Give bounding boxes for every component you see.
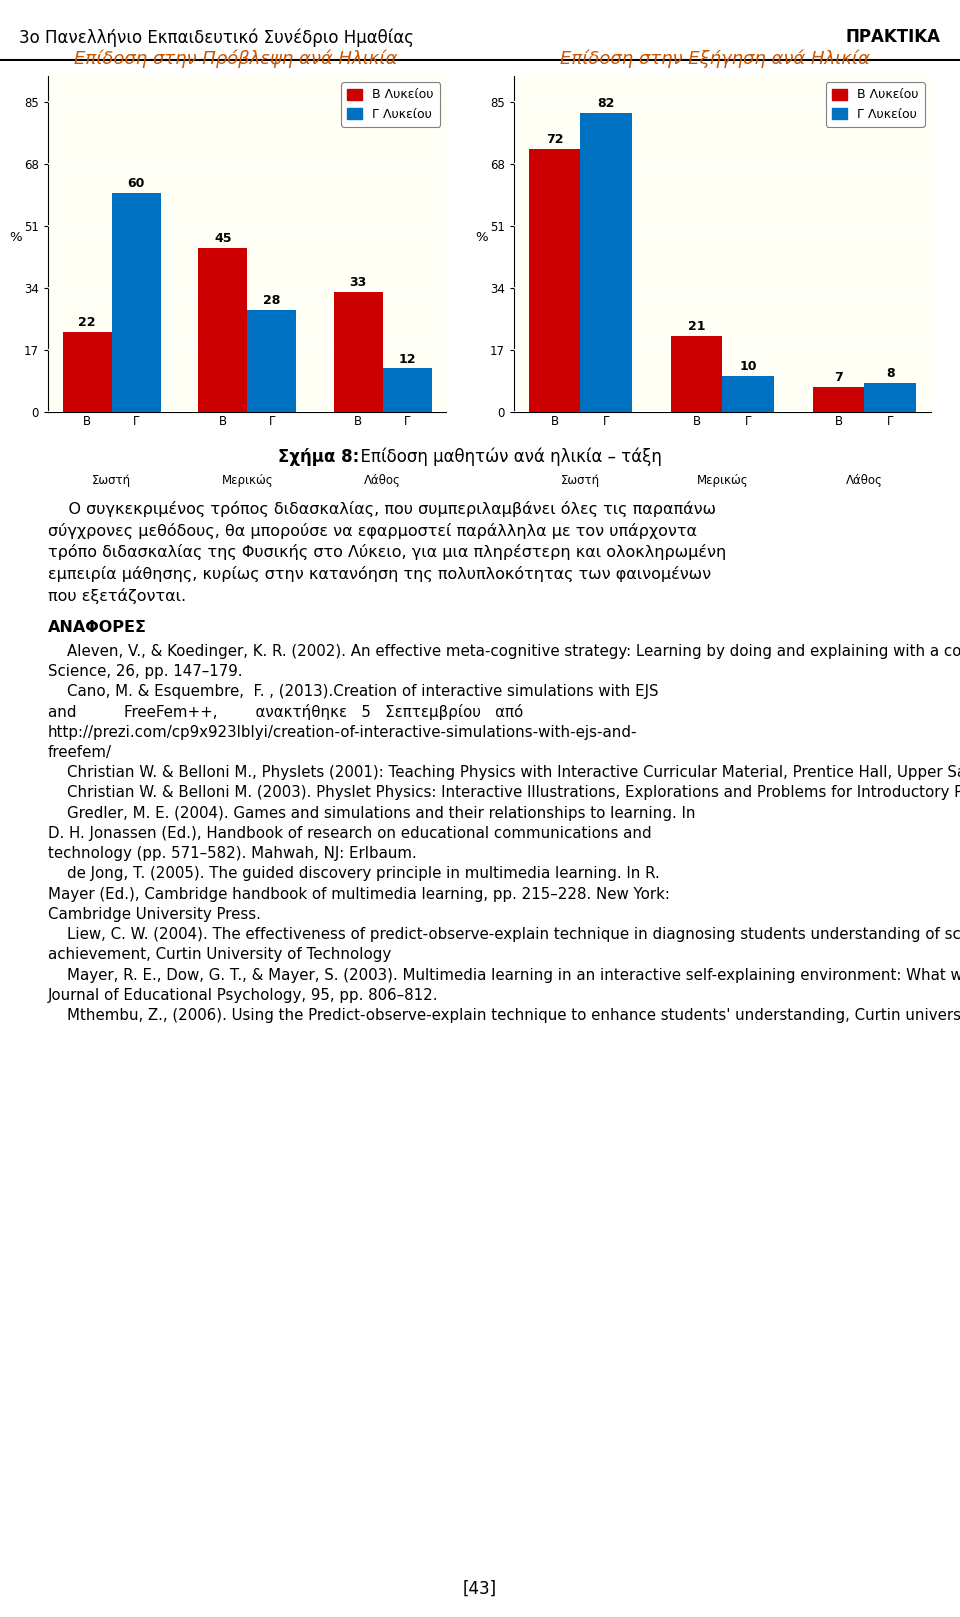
Text: Μερικώς: Μερικώς — [697, 474, 748, 487]
Text: http://prezi.com/cp9x923lblyi/creation-of-interactive-simulations-with-ejs-and-: http://prezi.com/cp9x923lblyi/creation-o… — [48, 724, 637, 739]
Text: Christian W. & Belloni M., Physlets (2001): Teaching Physics with Interactive Cu: Christian W. & Belloni M., Physlets (200… — [48, 765, 960, 779]
Text: Gredler, M. E. (2004). Games and simulations and their relationships to learning: Gredler, M. E. (2004). Games and simulat… — [48, 805, 695, 820]
Bar — [813, 386, 865, 412]
Text: 7: 7 — [834, 370, 843, 383]
Text: de Jong, T. (2005). The guided discovery principle in multimedia learning. In R.: de Jong, T. (2005). The guided discovery… — [48, 867, 660, 881]
Text: ΠΡΑΚΤΙΚΑ: ΠΡΑΚΤΙΚΑ — [846, 29, 941, 47]
Y-axis label: %: % — [10, 231, 22, 244]
Legend: Β Λυκείου, Γ Λυκείου: Β Λυκείου, Γ Λυκείου — [341, 82, 440, 128]
Bar — [671, 336, 722, 412]
Text: σύγχρονες μεθόδους, θα μπορούσε να εφαρμοστεί παράλληλα με τον υπάρχοντα: σύγχρονες μεθόδους, θα μπορούσε να εφαρμ… — [48, 522, 697, 538]
Text: 45: 45 — [214, 231, 231, 244]
Bar — [111, 192, 160, 412]
Text: Λάθος: Λάθος — [846, 474, 883, 487]
Text: Mayer (Ed.), Cambridge handbook of multimedia learning, pp. 215–228. New York:: Mayer (Ed.), Cambridge handbook of multi… — [48, 886, 670, 902]
Text: Liew, C. W. (2004). The effectiveness of predict-observe-explain technique in di: Liew, C. W. (2004). The effectiveness of… — [48, 927, 960, 943]
Text: Σχήμα 8:: Σχήμα 8: — [278, 448, 360, 466]
Bar — [248, 310, 296, 412]
Text: 72: 72 — [546, 133, 564, 146]
Text: 82: 82 — [597, 97, 614, 110]
Text: and          FreeFem++,        ανακτήθηκε   5   Σεπτεμβρίου   από: and FreeFem++, ανακτήθηκε 5 Σεπτεμβρίου … — [48, 705, 523, 720]
Text: ΑΝΑΦΟΡΕΣ: ΑΝΑΦΟΡΕΣ — [48, 619, 147, 635]
Text: Science, 26, pp. 147–179.: Science, 26, pp. 147–179. — [48, 665, 243, 679]
Text: 10: 10 — [739, 361, 756, 374]
Text: Σωστή: Σωστή — [561, 474, 600, 487]
Text: 22: 22 — [79, 315, 96, 328]
Text: achievement, Curtin University of Technology: achievement, Curtin University of Techno… — [48, 948, 392, 962]
Text: Cano, M. & Esquembre,  F. , (2013).Creation of interactive simulations with EJS: Cano, M. & Esquembre, F. , (2013).Creati… — [48, 684, 659, 699]
Text: Επίδοση στην Εξήγηση ανά Ηλικία: Επίδοση στην Εξήγηση ανά Ηλικία — [561, 50, 870, 68]
Text: 3o Πανελλήνιο Εκπαιδευτικό Συνέδριο Ημαθίας: 3o Πανελλήνιο Εκπαιδευτικό Συνέδριο Ημαθ… — [19, 27, 414, 47]
Text: 21: 21 — [688, 320, 706, 333]
Text: Επίδοση στην Πρόβλεψη ανά Ηλικία: Επίδοση στην Πρόβλεψη ανά Ηλικία — [74, 50, 396, 68]
Text: technology (pp. 571–582). Mahwah, NJ: Erlbaum.: technology (pp. 571–582). Mahwah, NJ: Er… — [48, 846, 417, 862]
Bar — [722, 375, 774, 412]
Text: Mthembu, Z., (2006). Using the Predict-observe-explain technique to enhance stud: Mthembu, Z., (2006). Using the Predict-o… — [48, 1007, 960, 1024]
Text: τρόπο διδασκαλίας της Φυσικής στο Λύκειο, για μια πληρέστερη και ολοκληρωμένη: τρόπο διδασκαλίας της Φυσικής στο Λύκειο… — [48, 545, 727, 561]
Text: 60: 60 — [128, 176, 145, 191]
Text: Μερικώς: Μερικώς — [222, 474, 273, 487]
Text: Επίδοση μαθητών ανά ηλικία – τάξη: Επίδοση μαθητών ανά ηλικία – τάξη — [350, 448, 662, 466]
Text: Ο συγκεκριμένος τρόπος διδασκαλίας, που συμπεριλαμβάνει όλες τις παραπάνω: Ο συγκεκριμένος τρόπος διδασκαλίας, που … — [48, 501, 716, 517]
Text: [43]: [43] — [463, 1580, 497, 1598]
Bar — [383, 369, 432, 412]
Text: Σωστή: Σωστή — [92, 474, 132, 487]
Bar — [865, 383, 916, 412]
Text: 28: 28 — [263, 294, 280, 307]
Text: Cambridge University Press.: Cambridge University Press. — [48, 907, 261, 922]
Text: 8: 8 — [886, 367, 895, 380]
Bar — [199, 247, 248, 412]
Bar — [62, 331, 111, 412]
Text: 33: 33 — [349, 277, 367, 289]
Text: Journal of Educational Psychology, 95, pp. 806–812.: Journal of Educational Psychology, 95, p… — [48, 988, 439, 1003]
Text: Λάθος: Λάθος — [365, 474, 401, 487]
Text: που εξετάζονται.: που εξετάζονται. — [48, 587, 186, 603]
Text: Christian W. & Belloni M. (2003). Physlet Physics: Interactive Illustrations, Ex: Christian W. & Belloni M. (2003). Physle… — [48, 786, 960, 800]
Text: Aleven, V., & Koedinger, K. R. (2002). An effective meta-cognitive strategy: Lea: Aleven, V., & Koedinger, K. R. (2002). A… — [48, 644, 960, 658]
Text: freefem/: freefem/ — [48, 745, 112, 760]
Y-axis label: %: % — [475, 231, 488, 244]
Text: εμπειρία μάθησης, κυρίως στην κατανόηση της πολυπλοκότητας των φαινομένων: εμπειρία μάθησης, κυρίως στην κατανόηση … — [48, 566, 711, 582]
Bar — [529, 149, 580, 412]
Bar — [580, 113, 632, 412]
Bar — [334, 291, 383, 412]
Text: Mayer, R. E., Dow, G. T., & Mayer, S. (2003). Multimedia learning in an interact: Mayer, R. E., Dow, G. T., & Mayer, S. (2… — [48, 967, 960, 983]
Text: 12: 12 — [398, 353, 416, 365]
Legend: Β Λυκείου, Γ Λυκείου: Β Λυκείου, Γ Λυκείου — [826, 82, 924, 128]
Text: D. H. Jonassen (Ed.), Handbook of research on educational communications and: D. H. Jonassen (Ed.), Handbook of resear… — [48, 826, 652, 841]
